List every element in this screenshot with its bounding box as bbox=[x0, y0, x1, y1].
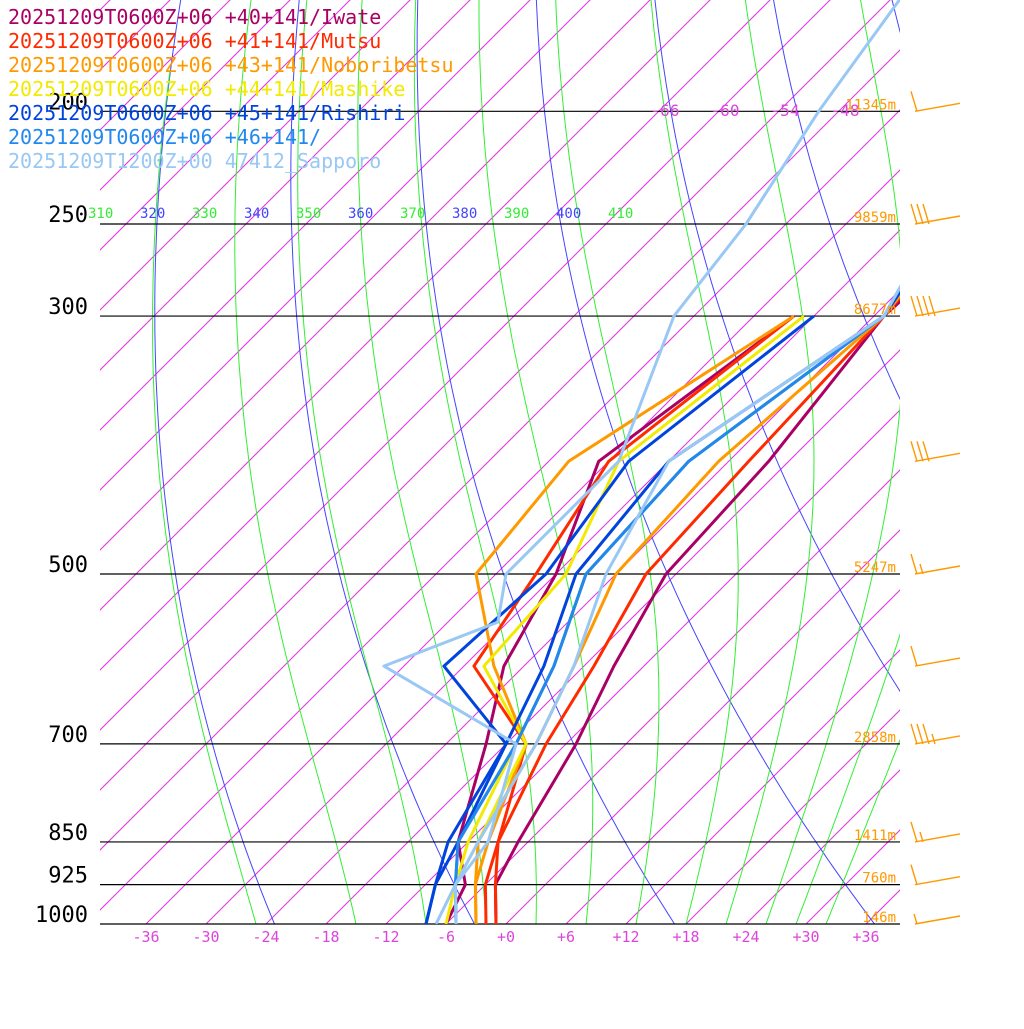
temperature-profile bbox=[495, 0, 1024, 924]
dry-adiabat-line bbox=[848, 0, 1024, 924]
temperature-tick-label: -6 bbox=[437, 928, 455, 946]
height-label: 1411m bbox=[854, 828, 896, 844]
pressure-label: 500 bbox=[48, 553, 88, 578]
wind-barb bbox=[911, 822, 960, 842]
isotherm-line bbox=[446, 0, 1024, 924]
pressure-label: 850 bbox=[48, 821, 88, 846]
pressure-label: 925 bbox=[48, 864, 88, 889]
theta-label: 340 bbox=[244, 206, 269, 222]
temperature-tick-label: +6 bbox=[557, 928, 575, 946]
legend-entry: 20251209T0600Z+06 +43+141/Noboribetsu bbox=[8, 53, 454, 77]
temperature-tick-label: +30 bbox=[792, 928, 819, 946]
height-label: 9859m bbox=[854, 210, 896, 226]
dry-adiabat-line bbox=[750, 0, 1024, 924]
theta-label: 410 bbox=[608, 206, 633, 222]
legend-entry: 20251209T0600Z+06 +40+141/Iwate bbox=[8, 5, 381, 29]
temperature-profile bbox=[455, 0, 1024, 924]
height-label: 8677m bbox=[854, 302, 896, 318]
legend-entry: 20251209T0600Z+06 +41+141/Mutsu bbox=[8, 29, 381, 53]
temperature-tick-label: +18 bbox=[672, 928, 699, 946]
theta-label: 390 bbox=[504, 206, 529, 222]
moist-adiabat-line bbox=[826, 0, 1024, 924]
isotherm-label: -60 bbox=[711, 101, 740, 120]
dry-adiabat-line bbox=[646, 0, 1024, 924]
moist-adiabat-line bbox=[358, 0, 486, 924]
wind-barb bbox=[911, 296, 960, 316]
dry-adiabat-line bbox=[941, 0, 1024, 924]
dry-adiabat-line bbox=[417, 0, 674, 924]
pressure-label: 250 bbox=[48, 203, 88, 228]
temperature-tick-label: -18 bbox=[312, 928, 339, 946]
theta-label: 350 bbox=[296, 206, 321, 222]
temperature-profile bbox=[495, 0, 1024, 924]
temperature-tick-label: -36 bbox=[132, 928, 159, 946]
height-label: 146m bbox=[862, 910, 896, 926]
wind-barb bbox=[911, 865, 960, 885]
height-label: 5247m bbox=[854, 560, 896, 576]
isotherm-line bbox=[206, 0, 1024, 924]
wind-barbs bbox=[911, 91, 960, 924]
legend-entry: 20251209T0600Z+06 +45+141/Rishiri bbox=[8, 101, 405, 125]
theta-label: 360 bbox=[348, 206, 373, 222]
wind-barb bbox=[911, 204, 960, 224]
height-label: 2858m bbox=[854, 730, 896, 746]
theta-label: 370 bbox=[400, 206, 425, 222]
legend-entry: 20251209T0600Z+06 +44+141/Mashike bbox=[8, 77, 405, 101]
temperature-tick-label: -30 bbox=[192, 928, 219, 946]
isotherm-line bbox=[926, 0, 1024, 924]
theta-label: 320 bbox=[140, 206, 165, 222]
height-label: 760m bbox=[862, 871, 896, 887]
isotherm-line bbox=[686, 0, 1024, 924]
isotherm-line bbox=[566, 0, 1024, 924]
legend-entry: 20251209T0600Z+06 +46+141/ bbox=[8, 125, 321, 149]
wind-barb bbox=[911, 554, 960, 574]
isotherm-label: -54 bbox=[771, 101, 800, 120]
pressure-label: 300 bbox=[48, 295, 88, 320]
wind-barb bbox=[911, 724, 960, 744]
wind-barb bbox=[911, 441, 960, 461]
theta-label: 310 bbox=[88, 206, 113, 222]
moist-adiabat-line bbox=[153, 72, 256, 924]
theta-label: 330 bbox=[192, 206, 217, 222]
height-label: 11345m bbox=[845, 97, 896, 113]
temperature-tick-label: +0 bbox=[497, 928, 515, 946]
wind-barb bbox=[914, 914, 960, 924]
temperature-profile bbox=[455, 0, 1024, 924]
isotherm-line bbox=[866, 0, 1024, 924]
temperature-tick-label: -12 bbox=[372, 928, 399, 946]
legend: 20251209T0600Z+06 +40+141/Iwate20251209T… bbox=[8, 5, 454, 173]
temperature-tick-label: +36 bbox=[852, 928, 879, 946]
temperature-tick-label: -24 bbox=[252, 928, 279, 946]
isotherm-line bbox=[806, 0, 1024, 924]
theta-label: 380 bbox=[452, 206, 477, 222]
wind-barb bbox=[911, 91, 960, 111]
isotherm-line bbox=[326, 0, 1024, 924]
temperature-profile bbox=[455, 0, 1024, 924]
temperature-tick-label: +12 bbox=[612, 928, 639, 946]
pressure-label: 700 bbox=[48, 723, 88, 748]
theta-label: 400 bbox=[556, 206, 581, 222]
wind-barb bbox=[911, 646, 960, 666]
moist-adiabat-line bbox=[766, 0, 904, 924]
temperature-tick-label: +24 bbox=[732, 928, 759, 946]
pressure-label: 1000 bbox=[35, 903, 88, 928]
isotherm-label: -66 bbox=[651, 101, 680, 120]
legend-entry: 20251209T1200Z+00 47412_Sapporo bbox=[8, 149, 381, 173]
